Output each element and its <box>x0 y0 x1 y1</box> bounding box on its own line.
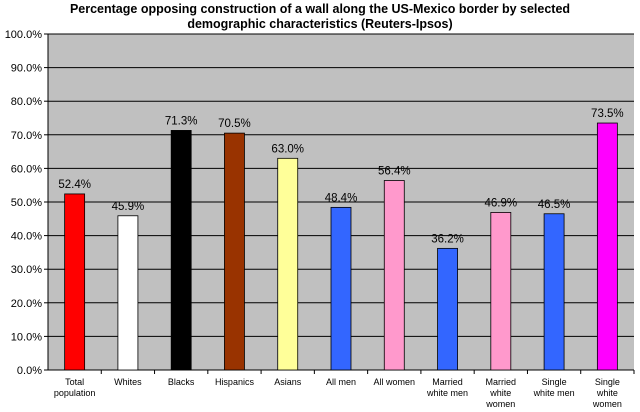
bar <box>117 215 139 371</box>
category-label: Hispanics <box>215 377 255 387</box>
category-label-line: Whites <box>114 377 142 387</box>
data-label: 45.9% <box>112 201 145 213</box>
bar <box>543 213 565 371</box>
bar <box>596 122 618 371</box>
category-label: Single white men <box>533 377 575 398</box>
category-label: Whites <box>114 377 142 387</box>
y-tick-label: 20.0% <box>11 298 42 310</box>
data-label: 56.4% <box>378 165 411 177</box>
category-label-line: white <box>596 388 618 398</box>
category-label-line: white men <box>426 388 468 398</box>
bar <box>437 247 458 371</box>
category-label-line: Married <box>486 377 517 387</box>
bar <box>490 212 512 371</box>
bar <box>64 193 86 371</box>
category-label-line: Total <box>65 377 84 387</box>
category-label: Married white men <box>426 377 468 398</box>
category-label-line: Hispanics <box>215 377 255 387</box>
data-label: 46.9% <box>485 197 518 209</box>
category-label-line: population <box>54 388 96 398</box>
y-tick-label: 90.0% <box>11 63 42 75</box>
y-tick-label: 30.0% <box>11 264 42 276</box>
category-label-line: All women <box>374 377 416 387</box>
y-tick-label: 50.0% <box>11 197 42 209</box>
data-label: 71.3% <box>165 115 198 127</box>
category-label-line: Asians <box>274 377 302 387</box>
category-label: All men <box>326 377 356 387</box>
y-tick-label: 100.0% <box>5 29 43 41</box>
category-label-line: Single <box>542 377 567 387</box>
category-label-line: All men <box>326 377 356 387</box>
y-tick-label: 10.0% <box>11 331 42 343</box>
data-label: 48.4% <box>325 192 358 204</box>
data-label: 73.5% <box>591 108 624 120</box>
chart-title-line-2: demographic characteristics (Reuters-Ips… <box>187 17 453 31</box>
category-label: All women <box>374 377 416 387</box>
category-label: Single white women <box>592 377 622 409</box>
bar <box>224 132 245 371</box>
category-label: Total population <box>54 377 96 398</box>
category-label: Married white women <box>485 377 516 409</box>
chart-title-line-1: Percentage opposing construction of a wa… <box>69 2 571 16</box>
y-tick-label: 40.0% <box>11 231 42 243</box>
category-label-line: white men <box>533 388 575 398</box>
category-label-line: Married <box>432 377 463 387</box>
category-label-line: Blacks <box>168 377 195 387</box>
chart-title: Percentage opposing construction of a wa… <box>0 2 640 32</box>
y-tick-label: 60.0% <box>11 163 42 175</box>
category-label-line: white <box>489 388 511 398</box>
category-label-line: women <box>592 399 622 409</box>
category-label-line: Single <box>595 377 620 387</box>
y-tick-label: 80.0% <box>11 96 42 108</box>
data-label: 70.5% <box>218 118 251 130</box>
y-tick-label: 0.0% <box>17 365 42 377</box>
data-label: 52.4% <box>58 179 91 191</box>
data-label: 36.2% <box>431 233 464 245</box>
bar <box>277 157 299 371</box>
bar <box>330 206 352 371</box>
data-label: 46.5% <box>538 199 571 211</box>
category-label: Asians <box>274 377 302 387</box>
data-label: 63.0% <box>271 143 304 155</box>
y-tick-label: 70.0% <box>11 130 42 142</box>
bar <box>170 130 192 371</box>
category-label: Blacks <box>168 377 195 387</box>
bar <box>383 180 405 371</box>
category-label-line: women <box>485 399 515 409</box>
